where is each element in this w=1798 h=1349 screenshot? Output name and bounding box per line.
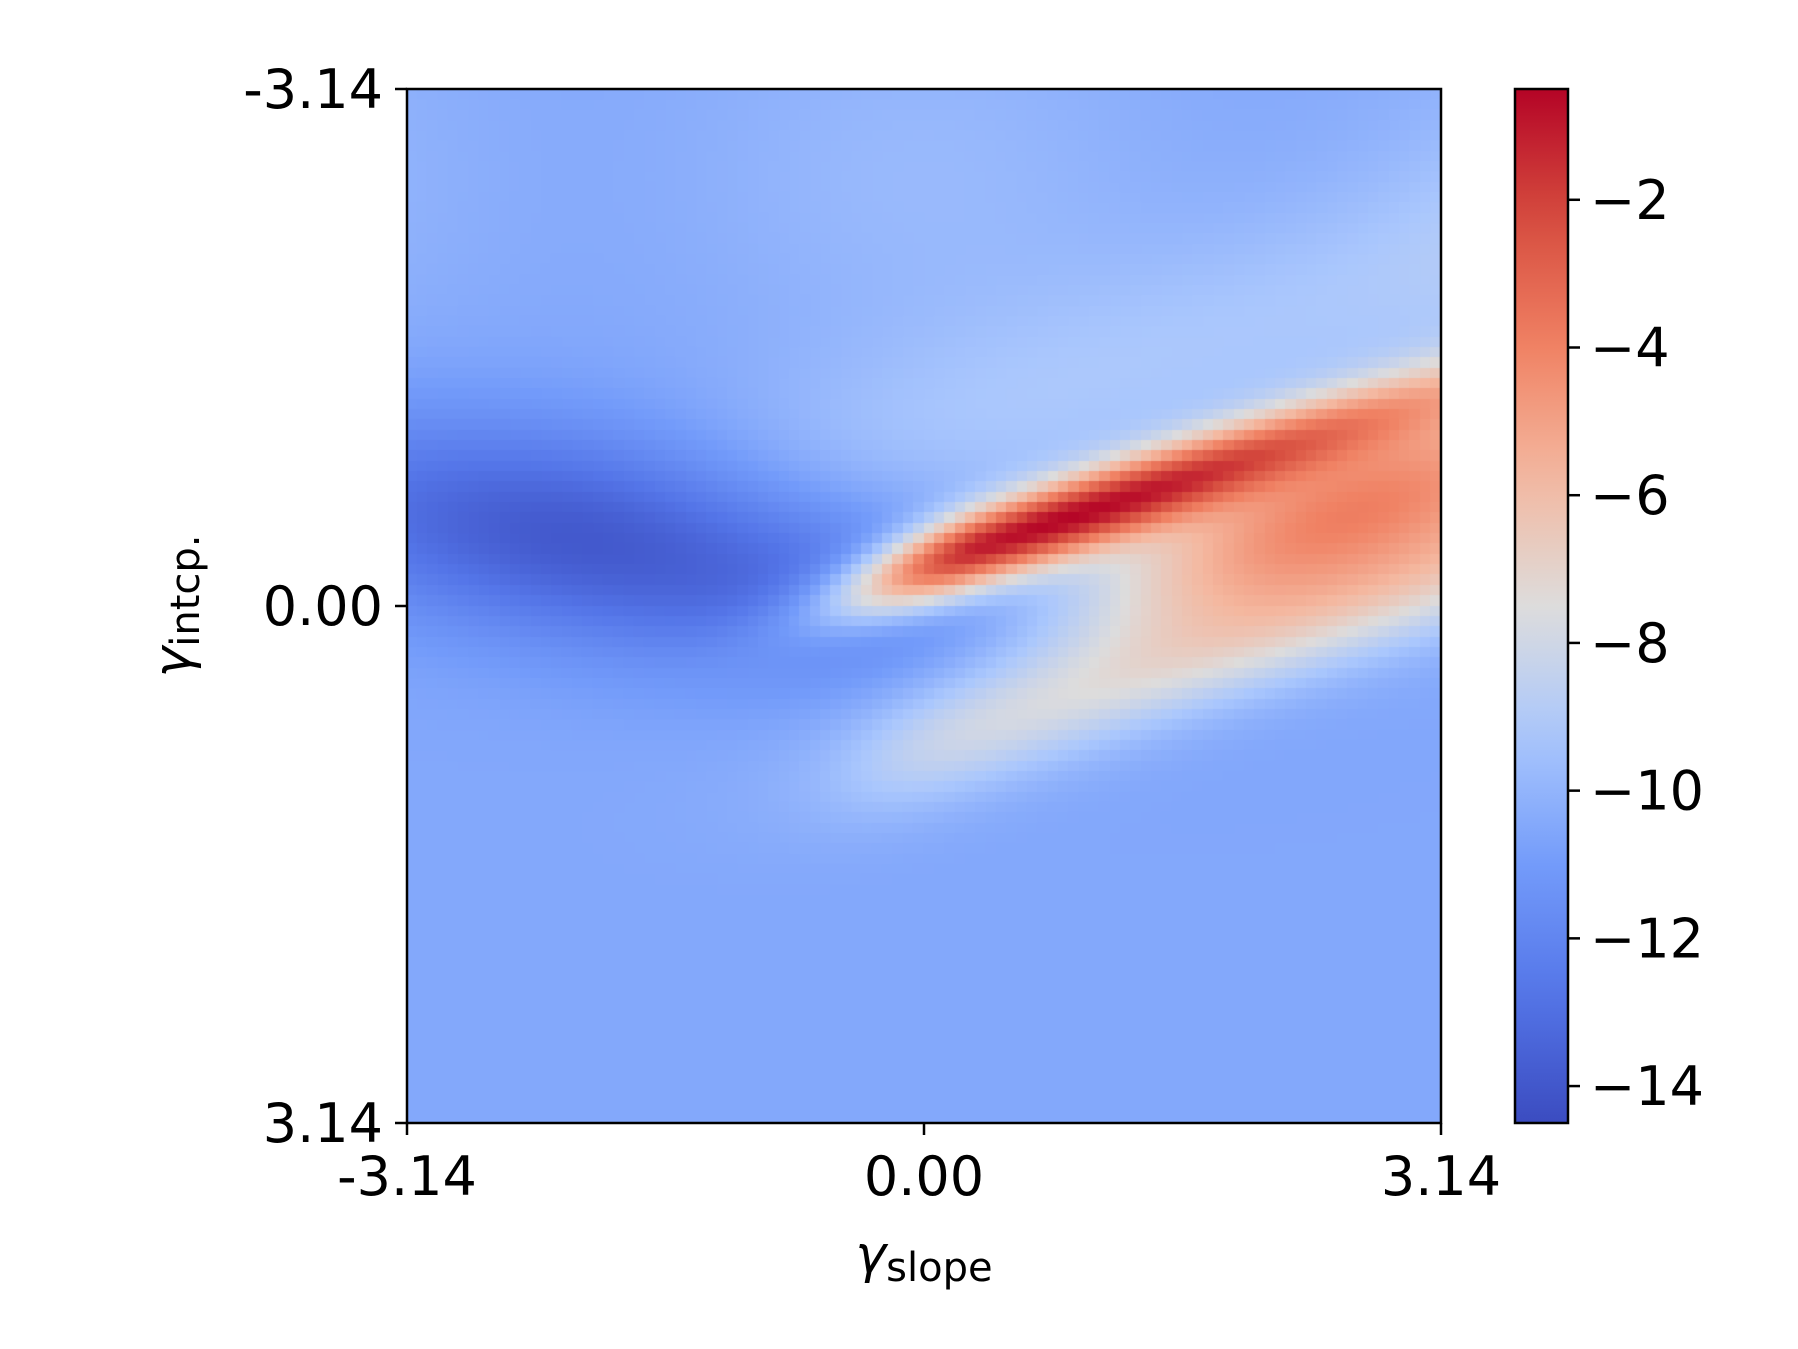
- colorbar: −2 −4 −6 −8 −10 −12 −14: [1513, 87, 1704, 1125]
- x-axis-symbol: γ: [855, 1225, 889, 1285]
- x-axis-label: γslope: [855, 1225, 992, 1291]
- x-tick-label: 3.14: [1381, 1145, 1501, 1208]
- y-axis-symbol: γ: [143, 644, 203, 678]
- colorbar-gradient: [1515, 89, 1568, 1123]
- y-tick-label: -3.14: [243, 58, 383, 121]
- y-axis: -3.14 0.00 3.14: [243, 58, 407, 1155]
- y-axis-label: γintcp.: [143, 534, 209, 677]
- colorbar-tick-label: −8: [1590, 612, 1670, 675]
- y-axis-subscript: intcp.: [163, 534, 209, 646]
- heatmap-cells: [407, 89, 1441, 1123]
- x-axis: -3.14 0.00 3.14: [337, 1123, 1501, 1208]
- x-tick-label: 0.00: [864, 1145, 984, 1208]
- heatmap-plot: [405, 87, 1443, 1125]
- x-tick-label: -3.14: [337, 1145, 477, 1208]
- colorbar-ticks: −2 −4 −6 −8 −10 −12 −14: [1568, 169, 1704, 1118]
- colorbar-tick-label: −4: [1590, 317, 1670, 380]
- colorbar-tick-label: −6: [1590, 464, 1670, 527]
- y-tick-label: 0.00: [263, 575, 383, 638]
- colorbar-frame: [1513, 87, 1570, 1125]
- y-tick-label: 3.14: [263, 1092, 383, 1155]
- colorbar-tick-label: −10: [1590, 760, 1704, 823]
- colorbar-tick-label: −12: [1590, 907, 1704, 970]
- colorbar-tick-label: −2: [1590, 169, 1670, 232]
- colorbar-tick-label: −14: [1590, 1055, 1704, 1118]
- x-axis-subscript: slope: [886, 1245, 992, 1291]
